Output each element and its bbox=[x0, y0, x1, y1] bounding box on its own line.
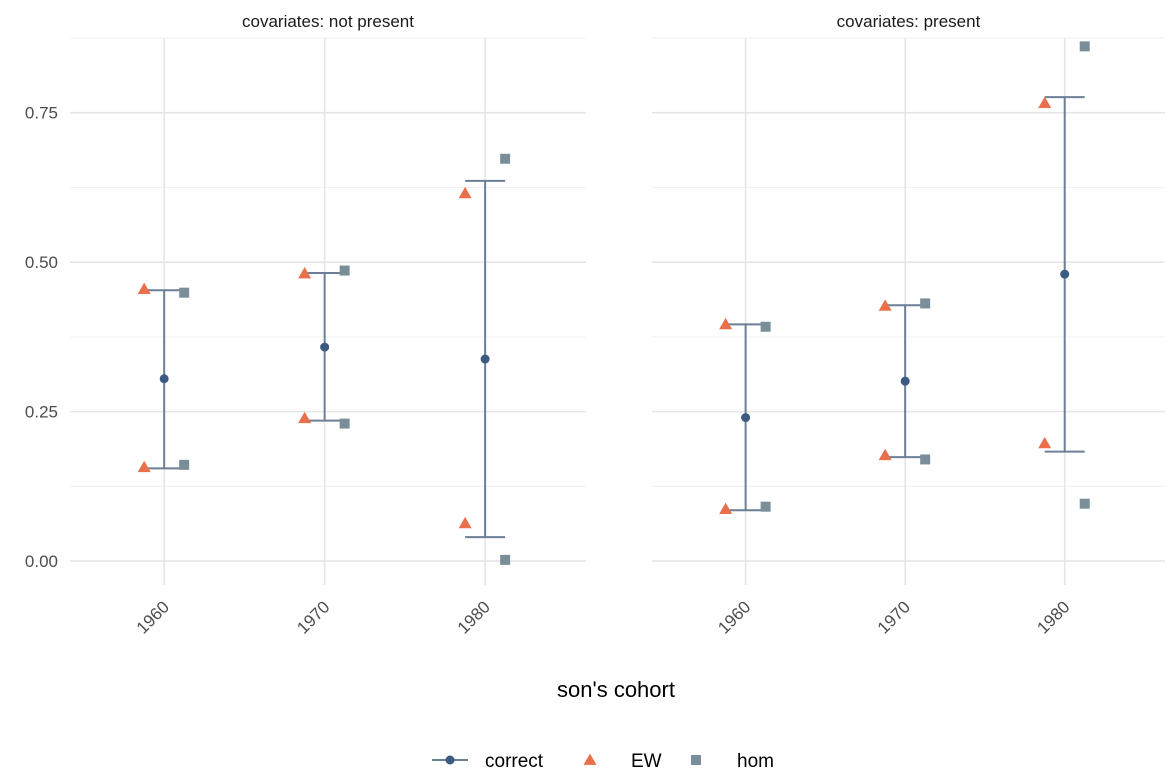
x-tick-label: 1980 bbox=[454, 597, 494, 637]
points bbox=[137, 41, 1090, 565]
point-ew bbox=[458, 186, 472, 199]
point-correct bbox=[320, 342, 330, 352]
point-hom bbox=[760, 501, 771, 512]
point-ew bbox=[1038, 96, 1052, 109]
point-correct bbox=[741, 413, 751, 423]
legend-label: EW bbox=[631, 751, 662, 772]
point-ew bbox=[878, 299, 892, 311]
point-ew bbox=[137, 460, 151, 473]
point-hom bbox=[179, 287, 190, 298]
point-hom bbox=[500, 153, 511, 164]
panel-title: covariates: not present bbox=[242, 12, 414, 31]
x-axis: 1960 1970 1980 1960 1970 1980 bbox=[133, 597, 1074, 637]
legend-key-correct bbox=[445, 755, 455, 765]
x-tick-label: 1970 bbox=[293, 597, 333, 637]
x-tick-label: 1960 bbox=[133, 597, 173, 637]
point-ew bbox=[719, 502, 733, 514]
point-hom bbox=[339, 418, 350, 429]
legend-key-hom bbox=[691, 755, 701, 765]
point-hom bbox=[1079, 41, 1090, 52]
strip-titles: covariates: not present covariates: prese… bbox=[242, 12, 981, 31]
legend-label: correct bbox=[485, 751, 544, 772]
point-hom bbox=[920, 454, 931, 465]
point-hom bbox=[1079, 498, 1090, 509]
point-correct bbox=[900, 376, 910, 386]
legend-key-ew bbox=[583, 753, 597, 765]
point-hom bbox=[179, 459, 190, 470]
point-hom bbox=[500, 554, 511, 565]
error-bars bbox=[144, 96, 1085, 539]
point-hom bbox=[920, 298, 931, 309]
point-correct bbox=[159, 374, 169, 384]
legend: correct EW hom bbox=[432, 751, 774, 772]
y-tick-label: 0.75 bbox=[25, 104, 58, 123]
legend-label: hom bbox=[737, 751, 774, 772]
x-tick-label: 1960 bbox=[714, 597, 754, 637]
panel-title: covariates: present bbox=[837, 12, 981, 31]
point-ew bbox=[458, 516, 472, 529]
point-ew bbox=[298, 411, 312, 424]
point-ew bbox=[719, 317, 733, 330]
y-tick-label: 0.50 bbox=[25, 253, 58, 272]
x-tick-label: 1980 bbox=[1033, 597, 1073, 637]
point-ew bbox=[298, 267, 312, 279]
y-tick-label: 0.00 bbox=[25, 552, 58, 571]
grid-layer bbox=[70, 37, 1165, 585]
y-tick-label: 0.25 bbox=[25, 403, 58, 422]
y-axis: 0.00 0.25 0.50 0.75 bbox=[25, 104, 58, 571]
x-tick-label: 1970 bbox=[874, 597, 914, 637]
point-correct bbox=[480, 354, 490, 364]
point-ew bbox=[1038, 436, 1052, 449]
point-hom bbox=[339, 265, 350, 276]
point-ew bbox=[137, 282, 151, 294]
point-hom bbox=[760, 321, 771, 332]
x-axis-title: son's cohort bbox=[557, 677, 675, 702]
point-ew bbox=[878, 448, 892, 461]
point-correct bbox=[1060, 269, 1070, 279]
